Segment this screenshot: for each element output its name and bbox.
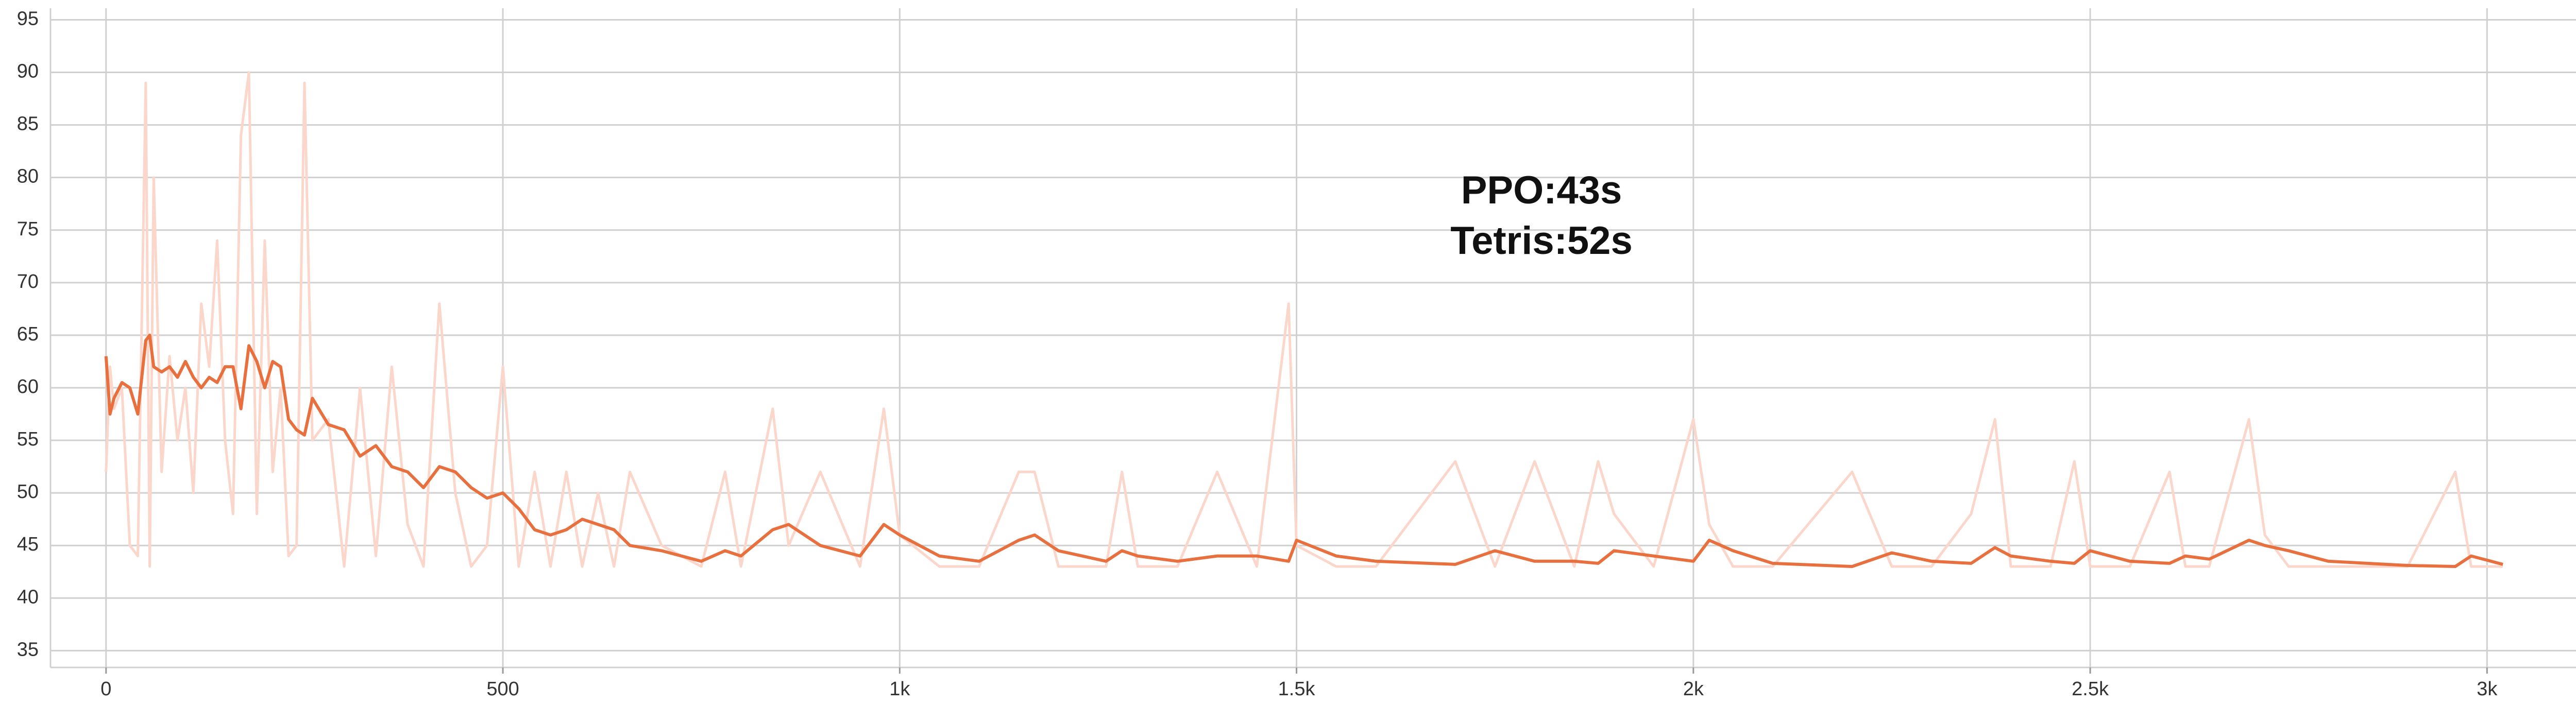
x-tick-label: 3k bbox=[2477, 678, 2498, 700]
annotation: PPO:43s bbox=[1461, 168, 1622, 212]
x-tick-label: 2.5k bbox=[2072, 678, 2109, 700]
x-tick-label: 2k bbox=[1683, 678, 1704, 700]
annotation: Tetris:52s bbox=[1450, 219, 1632, 263]
y-tick-label: 95 bbox=[17, 8, 39, 29]
x-tick-label: 500 bbox=[486, 678, 519, 700]
y-tick-label: 35 bbox=[17, 639, 39, 660]
y-tick-label: 85 bbox=[17, 113, 39, 135]
x-tick-label: 0 bbox=[100, 678, 111, 700]
y-tick-label: 90 bbox=[17, 61, 39, 82]
smoothed-line bbox=[104, 333, 2503, 568]
y-tick-label: 80 bbox=[17, 166, 39, 187]
y-tick-label: 40 bbox=[17, 586, 39, 608]
y-tick-label: 75 bbox=[17, 218, 39, 240]
y-tick-label: 70 bbox=[17, 271, 39, 293]
y-tick-label: 55 bbox=[17, 428, 39, 450]
x-tick-label: 1k bbox=[889, 678, 910, 700]
y-tick-label: 45 bbox=[17, 534, 39, 555]
y-tick-label: 65 bbox=[17, 323, 39, 345]
x-tick-label: 1.5k bbox=[1278, 678, 1316, 700]
y-tick-label: 50 bbox=[17, 481, 39, 503]
y-tick-label: 60 bbox=[17, 376, 39, 398]
raw-line bbox=[105, 71, 2503, 568]
